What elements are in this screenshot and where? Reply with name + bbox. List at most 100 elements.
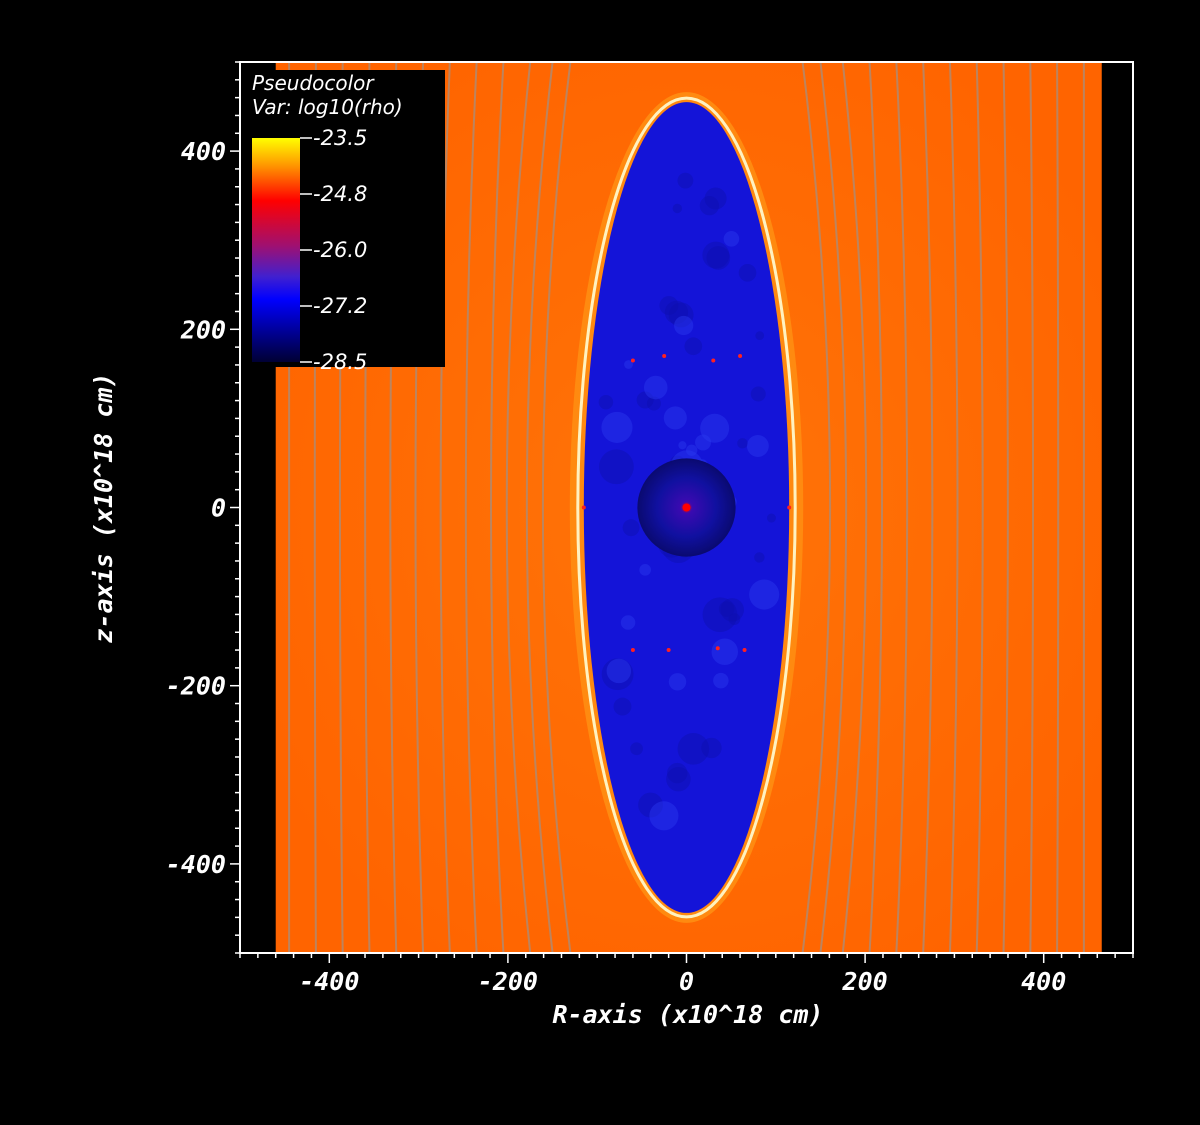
filament xyxy=(662,354,667,359)
legend-tick-label: -28.5 xyxy=(313,350,367,374)
y-tick-label: 0 xyxy=(211,494,226,523)
y-tick-label: -400 xyxy=(166,850,226,879)
y-tick-label: 400 xyxy=(181,137,226,166)
legend-tick-label: -26.0 xyxy=(313,238,367,262)
field-line xyxy=(1056,62,1060,953)
filament xyxy=(711,358,716,363)
filament xyxy=(666,648,671,653)
turbulence-blob xyxy=(606,658,632,684)
turbulence-blob xyxy=(646,396,661,411)
turbulence-blob xyxy=(663,406,687,430)
turbulence-blob xyxy=(749,579,780,610)
turbulence-blob xyxy=(664,300,689,325)
turbulence-blob xyxy=(711,638,739,666)
turbulence-blob xyxy=(638,792,663,818)
field-line xyxy=(489,62,505,953)
turbulence-blob xyxy=(750,386,766,402)
field-line xyxy=(868,62,884,953)
turbulence-blob xyxy=(723,231,740,247)
x-tick-label: -200 xyxy=(478,967,538,996)
turbulence-blob xyxy=(737,438,748,449)
turbulence-blob xyxy=(702,597,738,633)
turbulence-blob xyxy=(738,263,757,282)
turbulence-blob xyxy=(668,673,687,691)
turbulence-blob xyxy=(672,203,682,214)
colorbar xyxy=(252,138,300,362)
field-line xyxy=(895,62,909,953)
field-line xyxy=(464,62,478,953)
field-line xyxy=(948,62,959,953)
x-tick-label: 200 xyxy=(842,967,888,996)
turbulence-blob xyxy=(702,241,730,269)
core-center xyxy=(682,503,691,512)
turbulence-blob xyxy=(667,762,688,784)
field-line xyxy=(975,62,984,953)
turbulence-blob xyxy=(666,766,691,792)
filament xyxy=(742,648,747,653)
turbulence-blob xyxy=(677,172,694,189)
turbulence-blob xyxy=(674,315,694,336)
turbulence-blob xyxy=(620,615,636,630)
turbulence-blob xyxy=(598,394,614,410)
turbulence-blob xyxy=(601,411,633,443)
legend: Pseudocolor Var: log10(rho) -23.5 -24.8 -2… xyxy=(245,70,445,374)
turbulence-blob xyxy=(624,360,633,369)
field-line xyxy=(922,62,934,953)
turbulence-blob xyxy=(746,435,769,457)
field-line xyxy=(525,62,554,953)
turbulence-blob xyxy=(659,296,679,315)
turbulence-blob xyxy=(677,733,710,765)
turbulence-blob xyxy=(704,187,727,210)
field-line xyxy=(819,62,848,953)
field-line xyxy=(841,62,868,953)
y-tick-label: 200 xyxy=(180,315,226,344)
turbulence-blob xyxy=(668,302,694,328)
turbulence-blob xyxy=(754,552,765,563)
turbulence-blob xyxy=(678,441,687,450)
filament xyxy=(715,646,720,651)
filament xyxy=(787,505,792,510)
turbulence-blob xyxy=(700,413,730,443)
turbulence-blob xyxy=(601,658,634,691)
turbulence-blob xyxy=(699,196,720,216)
filament xyxy=(581,505,586,510)
turbulence-blob xyxy=(630,742,643,756)
legend-title-line2: Var: log10(rho) xyxy=(252,95,403,119)
legend-tick-label: -23.5 xyxy=(313,126,367,150)
field-line xyxy=(439,62,451,953)
legend-tick-label: -24.8 xyxy=(313,182,367,206)
turbulence-blob xyxy=(684,337,703,356)
field-line xyxy=(505,62,532,953)
turbulence-blob xyxy=(766,513,776,523)
filament xyxy=(630,648,635,653)
cavity-texture xyxy=(581,172,792,831)
y-axis-title: z-axis (x10^18 cm) xyxy=(89,373,118,644)
field-line xyxy=(1002,62,1009,953)
turbulence-blob xyxy=(728,613,741,625)
filament xyxy=(738,354,743,359)
x-axis-title: R-axis (x10^18 cm) xyxy=(553,1000,824,1029)
legend-tick-label: -27.2 xyxy=(313,294,367,318)
x-tick-label: 0 xyxy=(679,967,694,996)
turbulence-blob xyxy=(720,598,744,622)
field-line xyxy=(541,62,572,953)
turbulence-blob xyxy=(713,672,729,689)
turbulence-blob xyxy=(599,449,634,485)
turbulence-blob xyxy=(695,434,712,451)
filament xyxy=(630,358,635,363)
field-line xyxy=(1029,62,1035,953)
turbulence-blob xyxy=(622,519,640,537)
turbulence-blob xyxy=(686,444,698,456)
turbulence-blob xyxy=(613,697,632,716)
turbulence-blob xyxy=(643,375,668,400)
turbulence-blob xyxy=(718,601,735,617)
legend-title-line1: Pseudocolor xyxy=(252,71,375,95)
x-tick-label: -400 xyxy=(299,967,359,996)
turbulence-blob xyxy=(706,246,731,270)
turbulence-blob xyxy=(701,737,722,759)
turbulence-blob xyxy=(649,801,679,831)
x-tick-label: 400 xyxy=(1021,967,1066,996)
shell-bright xyxy=(576,96,797,919)
field-line xyxy=(801,62,832,953)
